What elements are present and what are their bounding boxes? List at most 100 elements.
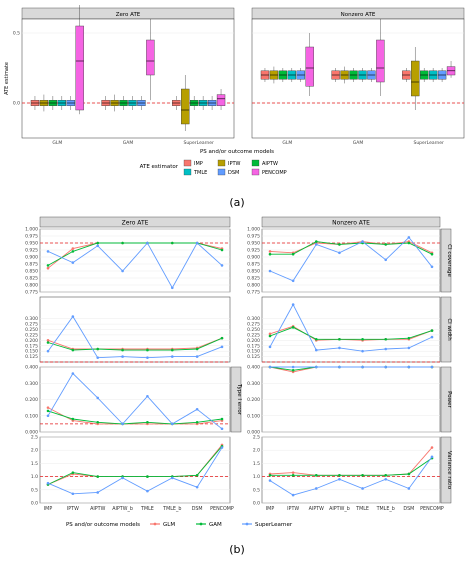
b-point [121, 269, 124, 273]
b-point [314, 240, 318, 243]
b-series-line [47, 407, 223, 425]
a-box [411, 60, 420, 97]
b-point [268, 332, 272, 336]
b-point [96, 396, 100, 400]
b-point [71, 471, 75, 474]
b-ytick-label: 0.975 [25, 234, 38, 240]
b-row-strip-label: CI width [446, 318, 452, 341]
b-ytick-label: 0.200 [25, 397, 38, 403]
b-xtick-label: PENCOMP [210, 506, 234, 512]
panel-a-label: (a) [229, 196, 244, 209]
b-point [361, 365, 364, 369]
b-point [170, 348, 174, 352]
b-point [121, 476, 124, 480]
a-xtick-label: GLM [282, 140, 292, 146]
a-box [181, 88, 190, 125]
b-series-line [47, 242, 223, 289]
b-series-line [47, 445, 223, 485]
b-xtick-label: AIPTW_b [329, 506, 350, 512]
b-ytick-label: 0.275 [247, 322, 260, 328]
b-ytick-label: 2.0 [253, 448, 260, 454]
b-point [71, 492, 75, 496]
b-point [195, 355, 199, 358]
a-box [216, 94, 226, 106]
b-point [220, 336, 224, 340]
b-row-strip-left [230, 366, 242, 433]
b-legend-point [245, 522, 249, 526]
b-ytick-label: 1.5 [31, 461, 38, 467]
b-series-line [47, 372, 223, 430]
b-ytick-label: 0.250 [247, 327, 260, 333]
b-ytick-label: 0.875 [25, 262, 38, 268]
b-xtick-label: DSM [403, 506, 414, 512]
b-row-strip-label: CI coverage [446, 244, 452, 277]
b-point [46, 264, 50, 267]
b-ytick-label: 0.300 [25, 381, 38, 387]
b-series-line [269, 326, 433, 340]
b-series-line [47, 410, 223, 425]
a-ytick-label: 0.0 [13, 101, 20, 107]
b-series-line [47, 337, 223, 351]
b-point [314, 487, 318, 490]
b-legend-point [153, 522, 157, 526]
b-point [195, 420, 199, 424]
b-row-strip-label: Variance ratio [446, 451, 452, 490]
b-ytick-label: 0.100 [247, 413, 260, 419]
b-ytick-label: 0.975 [247, 234, 260, 240]
b-series-line [47, 242, 223, 266]
a-xtick-label: GAM [353, 140, 364, 146]
b-ytick-label: 0.5 [253, 487, 260, 493]
b-point [71, 348, 75, 352]
a-box [305, 46, 314, 87]
b-point [291, 279, 295, 283]
b-point [361, 487, 364, 490]
b-point [384, 347, 388, 351]
a-legend-label: IPTW [228, 161, 241, 167]
b-facet-title: Zero ATE [122, 220, 149, 227]
b-xtick-label: AIPTW [90, 506, 106, 512]
a-plot-area [21, 18, 235, 139]
b-point [338, 346, 341, 350]
b-point [268, 473, 272, 477]
b-point [430, 252, 434, 256]
b-series-line [269, 236, 433, 282]
b-ytick-label: 0.900 [247, 255, 260, 261]
b-point [96, 491, 100, 494]
b-legend-title: PS and/or outcome models [66, 522, 140, 528]
b-point [71, 247, 75, 250]
b-ytick-label: 0.000 [25, 430, 38, 436]
b-point [146, 356, 149, 359]
b-point [170, 286, 174, 290]
b-ytick-label: 0.225 [25, 332, 38, 338]
b-point [220, 248, 224, 252]
a-legend-swatch [183, 159, 192, 167]
b-point [220, 417, 224, 421]
a-legend-label: IMP [194, 161, 203, 167]
b-xtick-label: DSM [192, 506, 203, 512]
b-point [195, 485, 199, 489]
b-point [96, 241, 100, 245]
a-facet-title: Zero ATE [116, 12, 141, 18]
b-point [96, 420, 100, 424]
b-point [361, 337, 364, 341]
b-point [407, 472, 411, 476]
b-ytick-label: 0.800 [247, 283, 260, 289]
b-ytick-label: 0.125 [247, 354, 260, 360]
b-ytick-label: 0.800 [25, 283, 38, 289]
b-series-line [47, 447, 223, 495]
b-ytick-label: 0.850 [247, 269, 260, 275]
a-plot-area [251, 18, 465, 139]
b-ytick-label: 0.850 [25, 269, 38, 275]
b-point [338, 251, 341, 255]
b-point [170, 422, 174, 426]
b-xtick-label: AIPTW [309, 506, 325, 512]
a-legend-label: DSM [228, 170, 239, 176]
b-xtick-label: PENCOMP [420, 506, 444, 512]
b-ytick-label: 0.200 [247, 338, 260, 344]
b-point [46, 250, 50, 253]
b-ytick-label: 0.000 [247, 430, 260, 436]
b-ytick-label: 0.150 [247, 349, 260, 355]
b-point [314, 348, 318, 352]
b-point [407, 336, 411, 340]
